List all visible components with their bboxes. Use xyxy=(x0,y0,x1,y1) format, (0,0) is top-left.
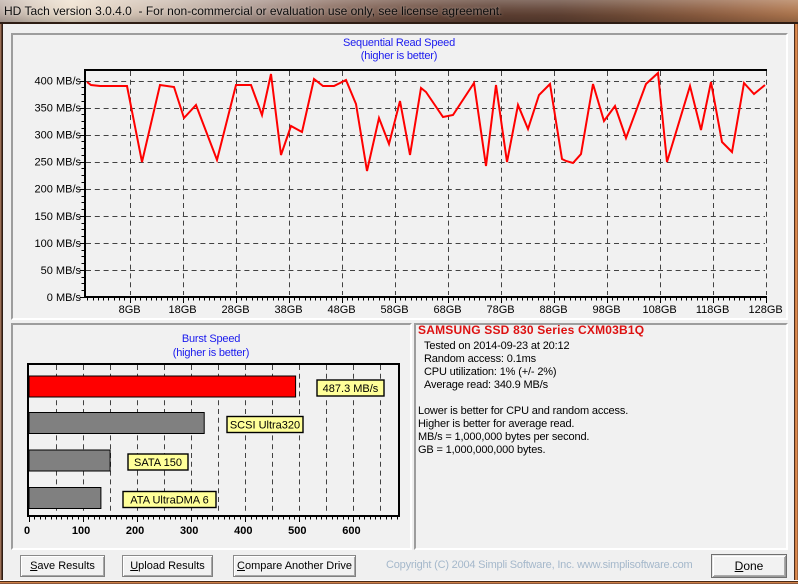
svg-text:600: 600 xyxy=(342,525,360,537)
svg-text:88GB: 88GB xyxy=(540,304,568,316)
svg-text:SCSI Ultra320: SCSI Ultra320 xyxy=(230,420,300,432)
svg-text:ATA UltraDMA 6: ATA UltraDMA 6 xyxy=(130,495,208,507)
svg-text:150 MB/s: 150 MB/s xyxy=(35,211,82,223)
svg-text:500: 500 xyxy=(288,525,306,537)
svg-text:350 MB/s: 350 MB/s xyxy=(35,103,82,115)
svg-text:100 MB/s: 100 MB/s xyxy=(35,238,82,250)
svg-text:300 MB/s: 300 MB/s xyxy=(35,130,82,142)
svg-text:300: 300 xyxy=(180,525,198,537)
svg-text:8GB: 8GB xyxy=(119,304,141,316)
svg-text:38GB: 38GB xyxy=(275,304,303,316)
svg-text:78GB: 78GB xyxy=(487,304,515,316)
svg-text:0 MB/s: 0 MB/s xyxy=(47,292,82,304)
svg-text:108GB: 108GB xyxy=(642,304,676,316)
svg-text:118GB: 118GB xyxy=(696,304,729,316)
svg-text:68GB: 68GB xyxy=(434,304,462,316)
svg-text:200 MB/s: 200 MB/s xyxy=(35,184,82,196)
svg-text:18GB: 18GB xyxy=(169,304,197,316)
svg-text:487.3 MB/s: 487.3 MB/s xyxy=(323,383,379,395)
svg-text:400 MB/s: 400 MB/s xyxy=(35,76,82,88)
svg-text:250 MB/s: 250 MB/s xyxy=(35,157,82,169)
svg-text:0: 0 xyxy=(24,525,30,537)
svg-text:48GB: 48GB xyxy=(328,304,356,316)
svg-text:400: 400 xyxy=(234,525,252,537)
svg-text:50 MB/s: 50 MB/s xyxy=(41,265,82,277)
svg-text:200: 200 xyxy=(126,525,144,537)
svg-text:SATA 150: SATA 150 xyxy=(134,457,182,469)
svg-text:128GB: 128GB xyxy=(748,304,782,316)
svg-text:58GB: 58GB xyxy=(381,304,409,316)
svg-text:98GB: 98GB xyxy=(593,304,621,316)
svg-text:28GB: 28GB xyxy=(222,304,250,316)
svg-text:100: 100 xyxy=(72,525,90,537)
